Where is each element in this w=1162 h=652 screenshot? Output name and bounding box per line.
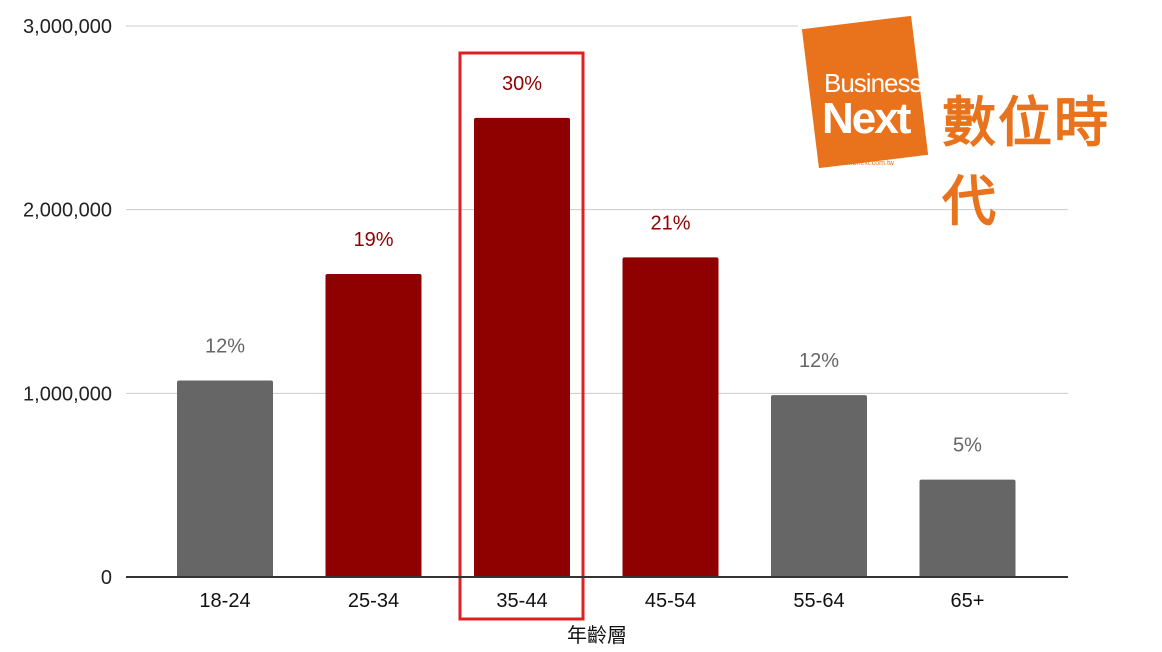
x-tick-label: 55-64 xyxy=(793,590,844,612)
y-tick-label: 1,000,000 xyxy=(23,383,112,405)
highlight-box xyxy=(458,51,585,621)
bar xyxy=(474,117,570,577)
bar xyxy=(771,395,867,577)
x-tick-label: 25-34 xyxy=(348,590,399,612)
data-label: 12% xyxy=(799,350,839,372)
x-tick-label: 18-24 xyxy=(199,590,250,612)
bar xyxy=(919,479,1016,577)
x-tick-label: 35-44 xyxy=(496,590,547,612)
logo-business-text: Business xyxy=(824,68,922,98)
data-label: 19% xyxy=(353,229,393,251)
data-label: 12% xyxy=(205,335,245,357)
data-label: 21% xyxy=(650,212,690,234)
data-label: 30% xyxy=(502,73,542,95)
logo-chinese-text: 數位時代 xyxy=(942,91,1110,233)
y-tick-label: 0 xyxy=(101,567,112,589)
x-tick-label: 45-54 xyxy=(645,590,696,612)
logo-next-text: Next xyxy=(822,94,911,143)
bar xyxy=(325,273,422,577)
bar xyxy=(177,380,273,577)
business-next-logo: Business Next www.bnext.com.tw 數位時代 xyxy=(800,15,1162,233)
x-axis-label: 年齡層 xyxy=(567,623,627,647)
y-tick-label: 3,000,000 xyxy=(23,16,112,38)
y-tick-label: 2,000,000 xyxy=(23,200,112,222)
logo-url-text: www.bnext.com.tw xyxy=(836,160,894,167)
bar xyxy=(622,257,719,577)
data-label: 5% xyxy=(953,435,982,457)
x-tick-label: 65+ xyxy=(951,590,985,612)
